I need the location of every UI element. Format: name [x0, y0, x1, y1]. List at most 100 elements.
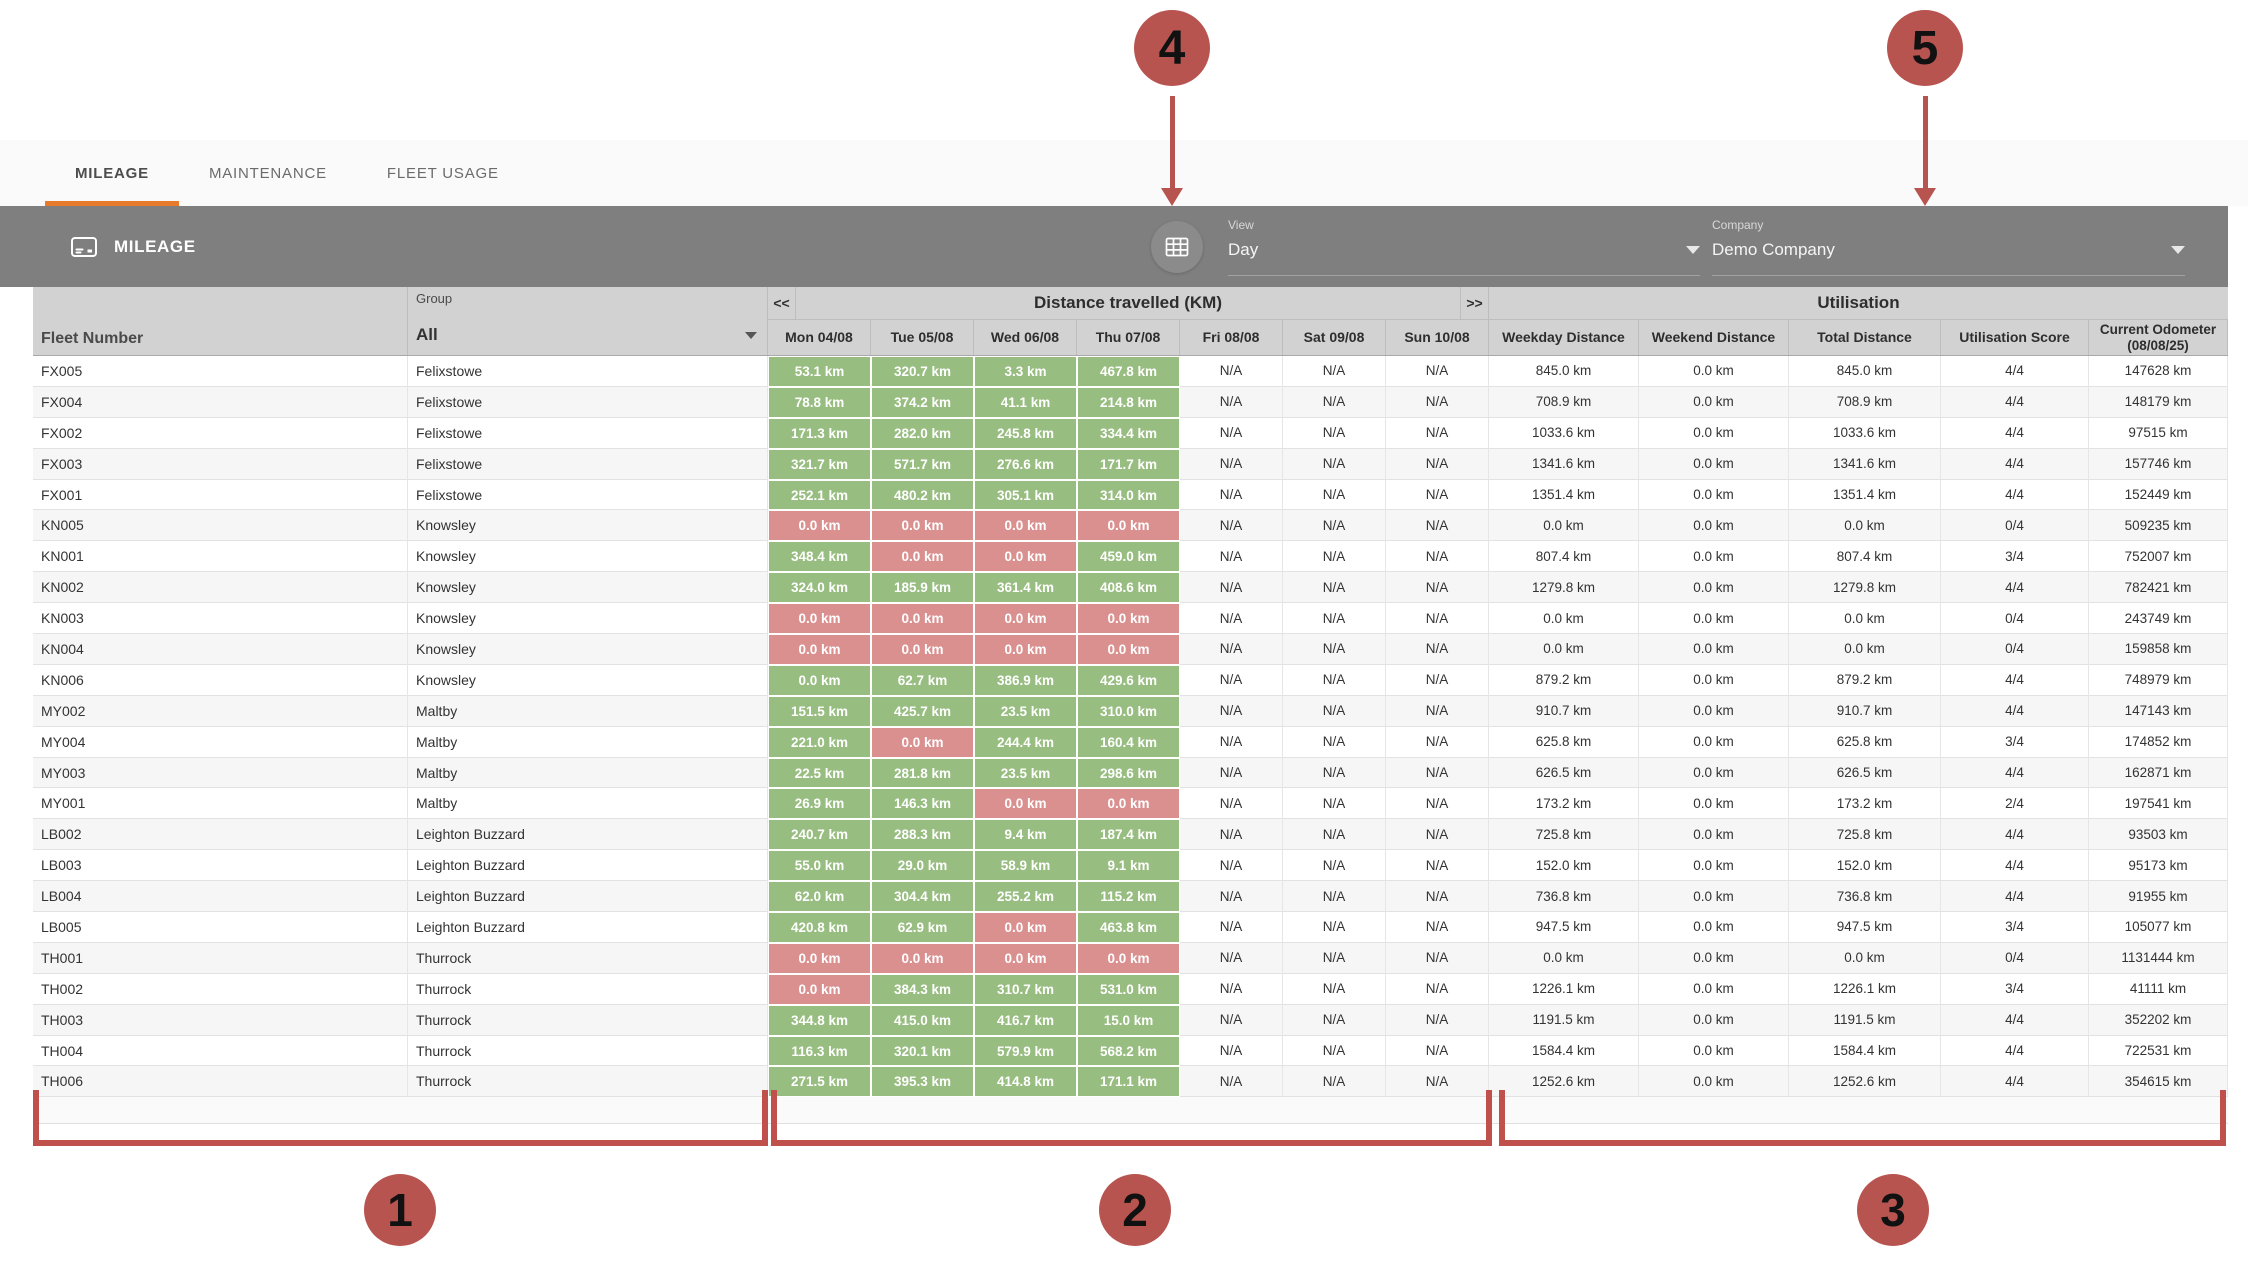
- distance-section-header: << Distance travelled (KM) >>: [768, 287, 1489, 320]
- company-dropdown[interactable]: Company Demo Company: [1712, 216, 2185, 276]
- day-distance-cell: N/A: [1283, 973, 1386, 1005]
- day-distance-cell: N/A: [1180, 603, 1283, 635]
- day-distance-cell: N/A: [1386, 541, 1489, 573]
- current-odometer-cell: 197541 km: [2089, 788, 2228, 820]
- total-distance-cell: 625.8 km: [1789, 726, 1941, 758]
- fleet-number-cell: KN001: [33, 541, 408, 573]
- day-distance-cell: N/A: [1386, 695, 1489, 727]
- previous-days-button[interactable]: <<: [768, 287, 796, 319]
- utilisation-column-header: Total Distance: [1789, 320, 1941, 355]
- fleet-number-cell: FX004: [33, 386, 408, 418]
- day-distance-cell: 22.5 km: [768, 757, 871, 789]
- day-distance-cell: 0.0 km: [1077, 510, 1180, 542]
- day-distance-cell: 281.8 km: [871, 757, 974, 789]
- current-odometer-cell: 748979 km: [2089, 664, 2228, 696]
- tab-maintenance[interactable]: MAINTENANCE: [208, 164, 327, 182]
- day-distance-cell: N/A: [1386, 356, 1489, 387]
- weekday-distance-cell: 708.9 km: [1489, 386, 1639, 418]
- utilisation-score-cell: 4/4: [1941, 664, 2089, 696]
- day-distance-cell: 374.2 km: [871, 386, 974, 418]
- day-distance-cell: 324.0 km: [768, 572, 871, 604]
- day-distance-cell: N/A: [1283, 356, 1386, 387]
- callout-4: 4: [1134, 10, 1210, 86]
- day-distance-cell: N/A: [1180, 788, 1283, 820]
- tab-fleet-usage[interactable]: FLEET USAGE: [386, 164, 499, 182]
- mileage-toolbar: MILEAGE View Day Company Demo Company: [0, 206, 2228, 287]
- day-distance-cell: N/A: [1283, 912, 1386, 943]
- fleet-number-header: Fleet Number: [33, 287, 408, 355]
- table-row: KN001 Knowsley 348.4 km 0.0 km 0.0 km 459.0 k…: [33, 541, 2228, 573]
- bracket-3: [1499, 1090, 2226, 1146]
- weekday-distance-cell: 626.5 km: [1489, 757, 1639, 789]
- day-distance-cell: 0.0 km: [974, 541, 1077, 573]
- day-column-header: Wed 06/08: [974, 320, 1077, 355]
- group-filter[interactable]: Group All: [408, 287, 768, 355]
- day-distance-cell: N/A: [1386, 757, 1489, 789]
- day-distance-cell: N/A: [1386, 942, 1489, 974]
- table-row: FX002 Felixstowe 171.3 km 282.0 km 245.8 km 3…: [33, 417, 2228, 449]
- day-distance-cell: 9.4 km: [974, 819, 1077, 851]
- weekend-distance-cell: 0.0 km: [1639, 479, 1789, 511]
- view-label: View: [1228, 218, 1254, 232]
- fleet-number-cell: MY004: [33, 726, 408, 758]
- weekday-distance-cell: 879.2 km: [1489, 664, 1639, 696]
- utilisation-score-cell: 0/4: [1941, 634, 2089, 665]
- day-distance-cell: 0.0 km: [974, 912, 1077, 943]
- fleet-number-cell: LB002: [33, 819, 408, 851]
- day-distance-cell: 0.0 km: [1077, 788, 1180, 820]
- table-row: FX005 Felixstowe 53.1 km 320.7 km 3.3 km 467.…: [33, 356, 2228, 387]
- day-distance-cell: 255.2 km: [974, 881, 1077, 913]
- day-distance-cell: N/A: [1386, 850, 1489, 882]
- day-distance-cell: 115.2 km: [1077, 881, 1180, 913]
- day-distance-cell: 187.4 km: [1077, 819, 1180, 851]
- weekday-distance-cell: 845.0 km: [1489, 356, 1639, 387]
- chevron-down-icon: [745, 331, 757, 339]
- next-days-button[interactable]: >>: [1460, 287, 1488, 319]
- total-distance-cell: 0.0 km: [1789, 942, 1941, 974]
- weekend-distance-cell: 0.0 km: [1639, 386, 1789, 418]
- weekday-distance-cell: 173.2 km: [1489, 788, 1639, 820]
- table-row: TH003 Thurrock 344.8 km 415.0 km 416.7 km 15.…: [33, 1004, 2228, 1036]
- tab-mileage[interactable]: MILEAGE: [45, 140, 179, 206]
- group-cell: Felixstowe: [408, 479, 768, 511]
- day-distance-cell: N/A: [1283, 726, 1386, 758]
- bracket-1: [33, 1090, 768, 1146]
- day-distance-cell: N/A: [1180, 881, 1283, 913]
- day-distance-cell: 15.0 km: [1077, 1004, 1180, 1036]
- group-cell: Thurrock: [408, 1066, 768, 1098]
- current-odometer-cell: 162871 km: [2089, 757, 2228, 789]
- fleet-number-cell: KN005: [33, 510, 408, 542]
- table-row: MY001 Maltby 26.9 km 146.3 km 0.0 km 0.0 km N/…: [33, 788, 2228, 820]
- day-distance-cell: 276.6 km: [974, 448, 1077, 480]
- day-distance-cell: 3.3 km: [974, 356, 1077, 387]
- day-distance-cell: N/A: [1283, 386, 1386, 418]
- day-distance-cell: 29.0 km: [871, 850, 974, 882]
- utilisation-score-cell: 4/4: [1941, 695, 2089, 727]
- day-distance-cell: 0.0 km: [768, 942, 871, 974]
- table-row: MY003 Maltby 22.5 km 281.8 km 23.5 km 298.6 k…: [33, 757, 2228, 789]
- view-dropdown[interactable]: View Day: [1228, 216, 1700, 276]
- day-distance-cell: 23.5 km: [974, 695, 1077, 727]
- utilisation-score-cell: 0/4: [1941, 510, 2089, 542]
- current-odometer-cell: 782421 km: [2089, 572, 2228, 604]
- weekend-distance-cell: 0.0 km: [1639, 603, 1789, 635]
- day-distance-cell: N/A: [1180, 726, 1283, 758]
- group-select[interactable]: All: [416, 325, 757, 351]
- group-cell: Leighton Buzzard: [408, 850, 768, 882]
- fleet-number-cell: KN006: [33, 664, 408, 696]
- weekday-distance-cell: 736.8 km: [1489, 881, 1639, 913]
- day-distance-cell: 26.9 km: [768, 788, 871, 820]
- day-distance-cell: 171.1 km: [1077, 1066, 1180, 1098]
- weekend-distance-cell: 0.0 km: [1639, 881, 1789, 913]
- table-row: KN003 Knowsley 0.0 km 0.0 km 0.0 km 0.0 km N/A…: [33, 603, 2228, 635]
- table-view-button[interactable]: [1151, 221, 1203, 273]
- fleet-number-cell: MY003: [33, 757, 408, 789]
- day-distance-cell: N/A: [1180, 757, 1283, 789]
- callout-2: 2: [1099, 1174, 1171, 1246]
- weekend-distance-cell: 0.0 km: [1639, 819, 1789, 851]
- day-distance-cell: 0.0 km: [1077, 634, 1180, 665]
- utilisation-score-cell: 0/4: [1941, 942, 2089, 974]
- toolbar-title-text: MILEAGE: [114, 236, 196, 256]
- day-distance-cell: 305.1 km: [974, 479, 1077, 511]
- day-distance-cell: 463.8 km: [1077, 912, 1180, 943]
